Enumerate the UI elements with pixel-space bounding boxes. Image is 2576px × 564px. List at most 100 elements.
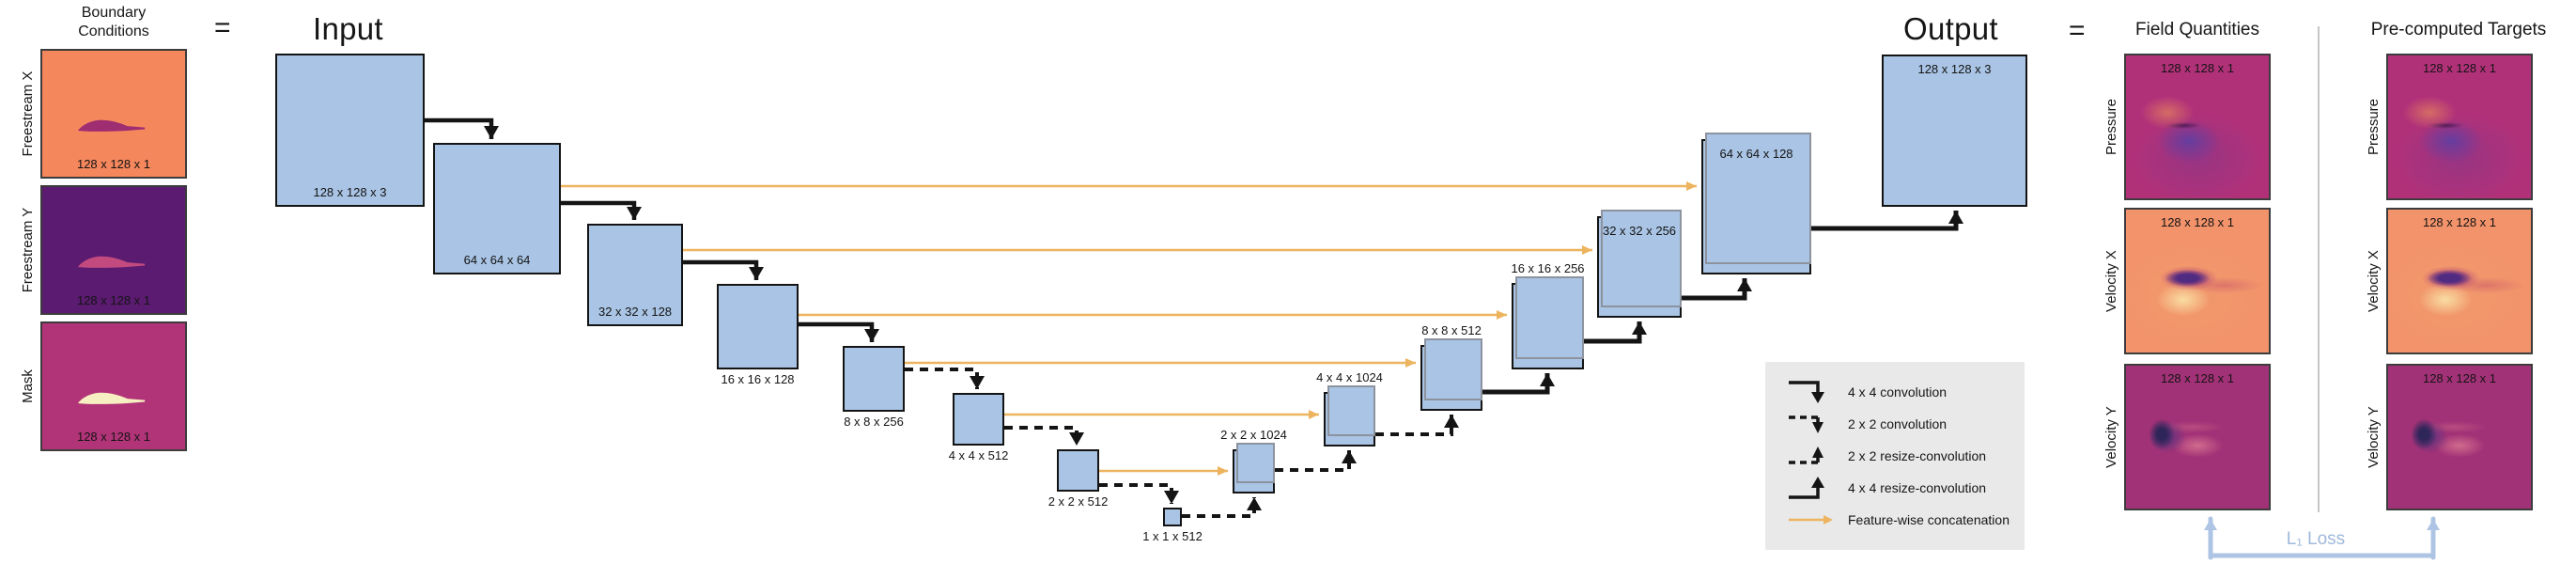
field-image-pressure: 128 x 128 x 1 bbox=[2124, 54, 2271, 200]
conv-arrow-32-16 bbox=[683, 259, 764, 280]
image-dims: 128 x 128 x 1 bbox=[76, 157, 151, 171]
boundary-image-freestream-x: 128 x 128 x 1 bbox=[40, 49, 187, 179]
legend-label: 4 x 4 resize-convolution bbox=[1848, 480, 1987, 495]
unet-encoder-box-16: 16 x 16 x 128 bbox=[717, 284, 799, 386]
image-dims: 128 x 128 x 1 bbox=[76, 293, 151, 307]
legend-icon-4x4-convolution bbox=[1789, 381, 1824, 403]
box-dims: 4 x 4 x 512 bbox=[948, 448, 1009, 462]
unet-encoder-box-2: 2 x 2 x 512 bbox=[1048, 449, 1108, 509]
legend-label: 2 x 2 convolution bbox=[1848, 416, 1948, 431]
field-quantities-title: Field Quantities bbox=[2134, 20, 2260, 39]
legend-row: 2 x 2 resize-convolution bbox=[1786, 440, 2025, 472]
unet-decoder-box-8: 8 x 8 x 512 bbox=[1420, 323, 1482, 411]
image-dims: 128 x 128 x 1 bbox=[2160, 61, 2235, 75]
legend-icon-4x4-resize-convolution bbox=[1789, 477, 1824, 499]
unet-input-box: 128 x 128 x 3 bbox=[275, 54, 425, 207]
boundary-conditions-title-line2: Conditions bbox=[78, 23, 149, 39]
resize-conv-2x2-arrows bbox=[1182, 415, 1459, 518]
airfoil-shape bbox=[78, 392, 146, 404]
pre-computed-targets-title: Pre-computed Targets bbox=[2370, 20, 2547, 39]
unet-output-box: 128 x 128 x 3 bbox=[1882, 55, 2027, 207]
image-dims: 128 x 128 x 1 bbox=[2422, 371, 2497, 385]
unet-decoder-box-4: 4 x 4 x 1024 bbox=[1316, 370, 1383, 446]
image-dims: 128 x 128 x 1 bbox=[2160, 371, 2235, 385]
conv-arrow-8-4 bbox=[905, 368, 985, 389]
box-dims: 128 x 128 x 3 bbox=[313, 185, 387, 199]
image-dims: 128 x 128 x 1 bbox=[2422, 61, 2497, 75]
resize-arrow-32-64 bbox=[1682, 278, 1752, 301]
unet-encoder-box-4: 4 x 4 x 512 bbox=[949, 393, 1008, 462]
target-image-pressure: 128 x 128 x 1 bbox=[2386, 54, 2533, 200]
unet-decoder-box-2: 2 x 2 x 1024 bbox=[1220, 428, 1287, 494]
unet-decoder-box-16: 16 x 16 x 256 bbox=[1511, 261, 1585, 369]
legend-row: 2 x 2 convolution bbox=[1786, 408, 2025, 440]
boundary-image-freestream-y: 128 x 128 x 1 bbox=[40, 185, 187, 315]
box-dims: 64 x 64 x 128 bbox=[1719, 147, 1793, 161]
image-dims: 128 x 128 x 1 bbox=[2422, 215, 2497, 229]
unet-decoder-box-32: 32 x 32 x 256 bbox=[1597, 210, 1682, 318]
boundary-conditions-title-line1: Boundary bbox=[81, 5, 147, 21]
field-image-velocity-y: 128 x 128 x 1 bbox=[2124, 364, 2271, 510]
unet-encoder-box-32: 32 x 32 x 128 bbox=[587, 224, 683, 326]
resize-arrow-1-2 bbox=[1182, 497, 1262, 518]
equals-sign-right: = bbox=[2069, 15, 2086, 46]
conv-arrow-input-64 bbox=[425, 118, 499, 139]
image-dims: 128 x 128 x 1 bbox=[2160, 215, 2235, 229]
resize-arrow-8-16 bbox=[1482, 373, 1555, 395]
boundary-conditions-title: Boundary Conditions bbox=[40, 4, 187, 40]
airfoil-shape bbox=[78, 119, 146, 132]
conv-arrow-16-8 bbox=[799, 321, 879, 342]
l1-loss-label: L₁ Loss bbox=[2286, 529, 2346, 549]
airfoil-shape bbox=[78, 256, 146, 268]
conv-arrow-4-2 bbox=[1004, 426, 1084, 446]
legend-label: 2 x 2 resize-convolution bbox=[1848, 448, 1987, 463]
field-image-velocity-x: 128 x 128 x 1 bbox=[2124, 208, 2271, 354]
conv-arrow-2-1 bbox=[1099, 483, 1179, 504]
box-dims: 8 x 8 x 256 bbox=[844, 415, 904, 429]
legend-icon-2x2-resize-convolution bbox=[1789, 446, 1823, 464]
resize-arrow-64-output bbox=[1811, 211, 1963, 231]
target-image-velocity-y: 128 x 128 x 1 bbox=[2386, 364, 2533, 510]
legend-icon-feature-wise-concatenation bbox=[1789, 515, 1833, 525]
box-dims: 1 x 1 x 512 bbox=[1142, 529, 1203, 543]
unet-encoder-box-64: 64 x 64 x 64 bbox=[433, 143, 561, 274]
conv-arrow-64-32 bbox=[561, 200, 642, 220]
resize-conv-4x4-arrows bbox=[1482, 211, 1963, 395]
box-dims: 16 x 16 x 128 bbox=[721, 372, 795, 386]
box-dims: 8 x 8 x 512 bbox=[1421, 323, 1482, 337]
legend-row: Feature-wise concatenation bbox=[1786, 504, 2025, 536]
legend: 4 x 4 convolution 2 x 2 convolution 2 x … bbox=[1765, 362, 2025, 550]
resize-arrow-4-8 bbox=[1375, 415, 1459, 436]
legend-row: 4 x 4 resize-convolution bbox=[1786, 472, 2025, 504]
box-dims: 16 x 16 x 256 bbox=[1511, 261, 1585, 275]
box-dims: 2 x 2 x 512 bbox=[1047, 494, 1109, 509]
box-dims: 2 x 2 x 1024 bbox=[1220, 428, 1287, 442]
resize-arrow-16-32 bbox=[1584, 321, 1647, 344]
output-title: Output bbox=[1903, 11, 1998, 46]
legend-row: 4 x 4 convolution bbox=[1786, 376, 2025, 408]
unet-decoder-box-64: 64 x 64 x 128 bbox=[1701, 133, 1811, 274]
l1-loss-bracket bbox=[2204, 516, 2440, 560]
conv-2x2-arrows bbox=[905, 368, 1179, 504]
unet-bottleneck-box: 1 x 1 x 512 bbox=[1142, 508, 1203, 543]
column-divider bbox=[2318, 26, 2320, 512]
boundary-image-mask: 128 x 128 x 1 bbox=[40, 321, 187, 451]
box-dims: 64 x 64 x 64 bbox=[463, 253, 531, 267]
legend-label: Feature-wise concatenation bbox=[1848, 512, 2010, 527]
box-dims: 128 x 128 x 3 bbox=[1917, 62, 1992, 76]
legend-icon-2x2-convolution bbox=[1789, 415, 1823, 433]
unet-encoder-box-8: 8 x 8 x 256 bbox=[843, 346, 905, 429]
legend-label: 4 x 4 convolution bbox=[1848, 384, 1948, 400]
box-dims: 32 x 32 x 128 bbox=[597, 305, 673, 319]
resize-arrow-2-4 bbox=[1275, 450, 1357, 472]
target-image-velocity-x: 128 x 128 x 1 bbox=[2386, 208, 2533, 354]
box-dims: 32 x 32 x 256 bbox=[1602, 224, 1677, 238]
box-dims: 4 x 4 x 1024 bbox=[1316, 370, 1383, 384]
image-dims: 128 x 128 x 1 bbox=[76, 430, 151, 444]
equals-sign-left: = bbox=[214, 12, 231, 43]
skip-connections bbox=[561, 181, 1697, 476]
conv-4x4-arrows bbox=[425, 118, 879, 342]
input-title: Input bbox=[313, 11, 383, 46]
